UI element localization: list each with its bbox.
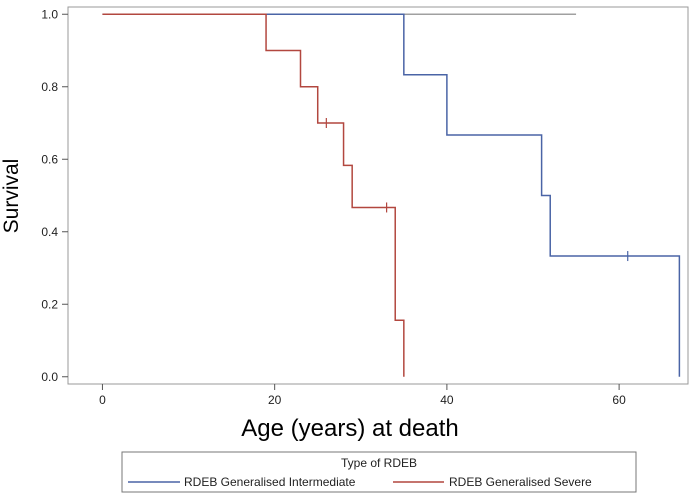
legend-label-intermediate: RDEB Generalised Intermediate [184, 475, 356, 489]
y-tick-label: 0.6 [41, 152, 58, 166]
y-tick-label: 1.0 [41, 7, 58, 21]
y-axis: 0.0 0.2 0.4 0.6 0.8 1.0 [41, 7, 68, 384]
x-tick-label: 0 [99, 393, 106, 407]
legend-label-severe: RDEB Generalised Severe [449, 475, 592, 489]
x-axis-title: Age (years) at death [241, 415, 458, 442]
legend-frame [121, 451, 637, 493]
survival-curve [102, 13, 405, 377]
y-tick-label: 0.4 [41, 225, 58, 239]
x-tick-label: 40 [440, 393, 454, 407]
y-tick-label: 0.2 [41, 297, 58, 311]
x-tick-label: 20 [268, 393, 282, 407]
y-tick-label: 0.0 [41, 370, 58, 384]
y-tick-label: 0.8 [41, 80, 58, 94]
y-axis-title: Survival [0, 159, 23, 234]
x-axis: 0 20 40 60 [99, 384, 626, 407]
x-tick-label: 60 [612, 393, 626, 407]
survival-curve [102, 13, 681, 377]
legend: Type of RDEB RDEB Generalised Intermedia… [121, 451, 637, 493]
series-layer [102, 13, 681, 377]
plot-area-frame [67, 6, 689, 385]
legend-title: Type of RDEB [341, 456, 417, 470]
